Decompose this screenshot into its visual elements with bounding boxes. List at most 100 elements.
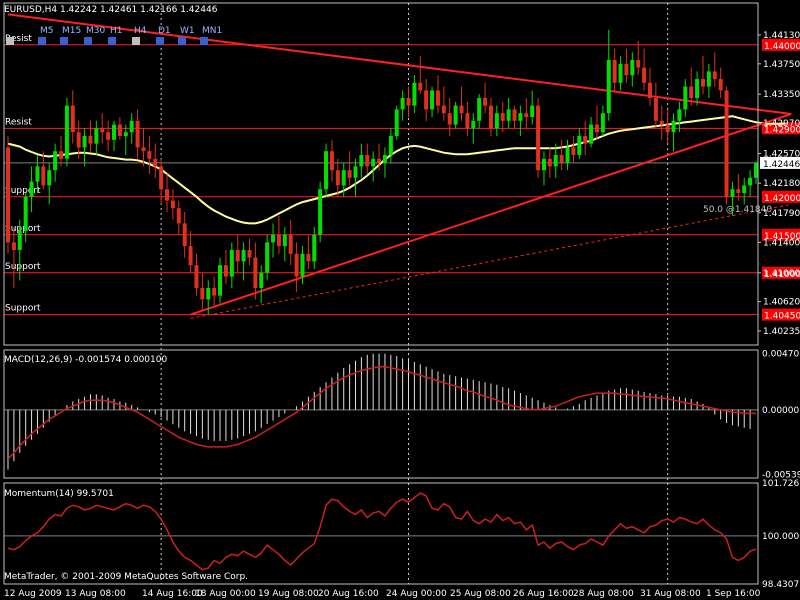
candle-body[interactable] xyxy=(571,147,576,155)
candle-body[interactable] xyxy=(441,105,446,114)
candle-body[interactable] xyxy=(341,170,346,186)
candle-body[interactable] xyxy=(365,155,370,167)
candle-body[interactable] xyxy=(241,250,246,262)
candle-body[interactable] xyxy=(371,158,376,167)
timeframe-label-M30[interactable]: M30 xyxy=(86,26,105,36)
candle-body[interactable] xyxy=(265,242,270,273)
candle-body[interactable] xyxy=(553,155,558,167)
candle-body[interactable] xyxy=(712,71,717,79)
candle-body[interactable] xyxy=(70,105,75,133)
candle-body[interactable] xyxy=(100,128,105,133)
timeframe-button-H4[interactable] xyxy=(132,37,140,45)
candle-body[interactable] xyxy=(17,231,22,250)
candle-body[interactable] xyxy=(347,170,352,178)
candle-body[interactable] xyxy=(247,250,252,258)
candle-body[interactable] xyxy=(147,151,152,159)
candle-body[interactable] xyxy=(359,155,364,167)
candle-body[interactable] xyxy=(589,124,594,144)
candle-body[interactable] xyxy=(182,223,187,247)
candle-body[interactable] xyxy=(106,132,111,140)
candle-body[interactable] xyxy=(630,60,635,76)
candle-body[interactable] xyxy=(135,120,140,148)
candle-body[interactable] xyxy=(512,109,517,121)
candle-body[interactable] xyxy=(412,82,417,106)
timeframe-button-M15[interactable] xyxy=(60,37,68,45)
candle-body[interactable] xyxy=(524,113,529,117)
candle-body[interactable] xyxy=(53,151,58,171)
candle-body[interactable] xyxy=(282,234,287,247)
candle-body[interactable] xyxy=(82,136,87,148)
candle-body[interactable] xyxy=(206,288,211,300)
candle-body[interactable] xyxy=(188,246,193,266)
candle-body[interactable] xyxy=(500,113,505,121)
candle-body[interactable] xyxy=(577,136,582,155)
candle-body[interactable] xyxy=(406,98,411,106)
candle-body[interactable] xyxy=(477,98,482,121)
candle-body[interactable] xyxy=(583,136,588,144)
candle-body[interactable] xyxy=(695,79,700,98)
candle-body[interactable] xyxy=(730,189,735,197)
candle-body[interactable] xyxy=(94,128,99,144)
candle-body[interactable] xyxy=(324,151,329,190)
candle-body[interactable] xyxy=(636,60,641,68)
candle-body[interactable] xyxy=(76,132,81,148)
candle-body[interactable] xyxy=(353,166,358,178)
timeframe-button-H1[interactable] xyxy=(108,37,116,45)
candle-body[interactable] xyxy=(23,196,28,231)
candle-body[interactable] xyxy=(430,90,435,110)
candle-body[interactable] xyxy=(653,98,658,121)
candle-body[interactable] xyxy=(382,155,387,163)
candle-body[interactable] xyxy=(312,234,317,262)
candle-body[interactable] xyxy=(276,234,281,247)
candle-body[interactable] xyxy=(41,166,46,186)
candle-body[interactable] xyxy=(459,105,464,114)
candle-body[interactable] xyxy=(29,181,34,197)
candle-body[interactable] xyxy=(718,79,723,91)
candle-body[interactable] xyxy=(606,60,611,114)
timeframe-label-M5[interactable]: M5 xyxy=(40,26,54,36)
candle-body[interactable] xyxy=(618,63,623,83)
candle-body[interactable] xyxy=(165,189,170,201)
candle-body[interactable] xyxy=(271,234,276,243)
timeframe-label-H1[interactable]: H1 xyxy=(110,26,123,36)
candle-body[interactable] xyxy=(400,98,405,110)
candle-body[interactable] xyxy=(677,109,682,121)
candle-body[interactable] xyxy=(394,109,399,136)
candle-body[interactable] xyxy=(754,162,758,178)
candle-body[interactable] xyxy=(659,120,664,125)
candle-body[interactable] xyxy=(506,109,511,121)
candle-body[interactable] xyxy=(159,166,164,190)
candle-body[interactable] xyxy=(235,250,240,262)
candle-body[interactable] xyxy=(689,86,694,98)
timeframe-label-H4[interactable]: H4 xyxy=(134,26,147,36)
candle-body[interactable] xyxy=(624,63,629,76)
trendline-resistance[interactable] xyxy=(7,13,792,115)
candle-body[interactable] xyxy=(665,124,670,133)
candle-body[interactable] xyxy=(453,105,458,125)
timeframe-label-W1[interactable]: W1 xyxy=(180,26,195,36)
candle-body[interactable] xyxy=(418,82,423,91)
candle-body[interactable] xyxy=(706,71,711,87)
candle-body[interactable] xyxy=(424,90,429,110)
trendline-dotted[interactable] xyxy=(190,203,792,319)
price-panel[interactable]: Resist 1.44000 Resist 1.42900 Support 1.42000… xyxy=(4,3,800,584)
candle-body[interactable] xyxy=(200,288,205,300)
timeframe-button-M5[interactable] xyxy=(38,37,46,45)
candle-body[interactable] xyxy=(671,120,676,133)
candle-body[interactable] xyxy=(447,113,452,125)
candle-body[interactable] xyxy=(300,253,305,277)
candle-body[interactable] xyxy=(253,257,258,288)
timeframe-label-D1[interactable]: D1 xyxy=(158,26,171,36)
candle-body[interactable] xyxy=(559,155,564,163)
candle-body[interactable] xyxy=(35,166,40,182)
candle-body[interactable] xyxy=(541,158,546,171)
candle-body[interactable] xyxy=(88,136,93,144)
momentum-panel[interactable]: 101.7267 100.0000 98.4307 xyxy=(4,479,800,590)
candle-body[interactable] xyxy=(647,82,652,98)
candle-body[interactable] xyxy=(388,136,393,155)
candle-body[interactable] xyxy=(742,185,747,193)
trendline-support[interactable] xyxy=(190,113,792,316)
candle-body[interactable] xyxy=(736,189,741,193)
candle-body[interactable] xyxy=(112,124,117,140)
